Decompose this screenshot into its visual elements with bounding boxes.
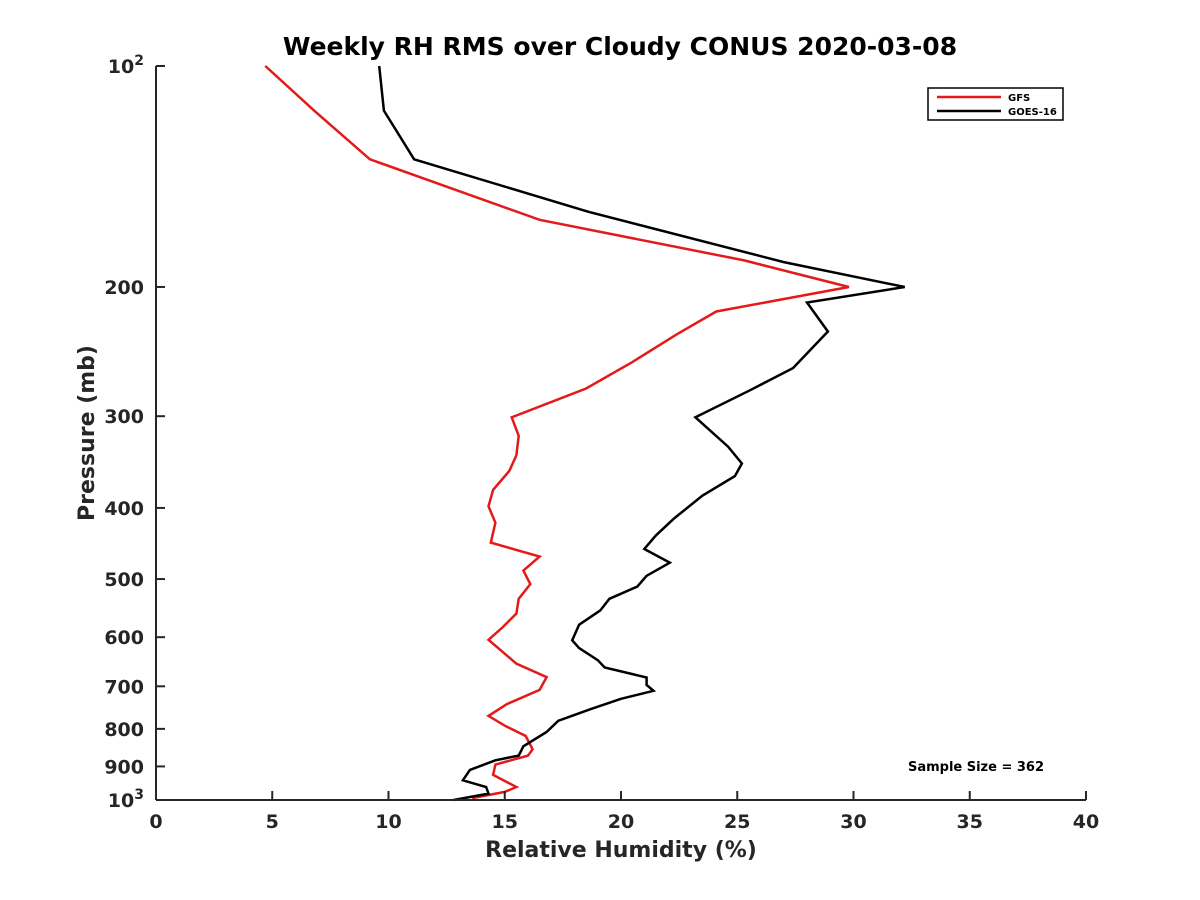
x-ticks: 0 5 10 15 20 25 30 35 40 [149,791,1099,833]
x-tick-label: 30 [840,811,866,833]
y-axis-label: Pressure (mb) [75,345,100,521]
series-layer [264,65,905,802]
legend-label-gfs: GFS [1008,93,1030,104]
y-tick-base: 10 [108,56,134,78]
legend: GFS GOES-16 [927,87,1064,121]
legend-box [927,87,1064,121]
y-tick-label: 300 [104,406,144,428]
plot-area: 0 5 10 15 20 25 30 35 40 10220030040050060070080… [104,53,1099,833]
y-tick-label: 200 [104,277,144,299]
y-tick-label: 102 [108,53,144,78]
chart-title: Weekly RH RMS over Cloudy CONUS 2020-03-… [283,32,957,61]
y-tick-exponent: 2 [134,53,144,69]
x-tick-label: 40 [1073,811,1099,833]
x-tick-label: 15 [492,811,518,833]
x-axis-label: Relative Humidity (%) [485,838,757,863]
x-tick-label: 35 [957,811,983,833]
sample-size-annotation: Sample Size = 362 [908,760,1044,775]
series-line-gfs [264,65,850,800]
y-tick-label: 103 [108,787,144,812]
series-line-goes16 [377,65,905,802]
y-tick-label: 400 [104,498,144,520]
legend-label-goes16: GOES-16 [1008,107,1057,118]
y-tick-exponent: 3 [134,787,144,803]
y-tick-label: 600 [104,627,144,649]
x-tick-label: 0 [149,811,162,833]
y-tick-label: 700 [104,676,144,698]
x-tick-label: 20 [608,811,634,833]
y-tick-base: 10 [108,790,134,812]
y-tick-label: 800 [104,719,144,741]
x-tick-label: 25 [724,811,750,833]
y-tick-label: 900 [104,756,144,778]
y-tick-label: 500 [104,569,144,591]
x-tick-label: 5 [266,811,279,833]
x-tick-label: 10 [375,811,401,833]
